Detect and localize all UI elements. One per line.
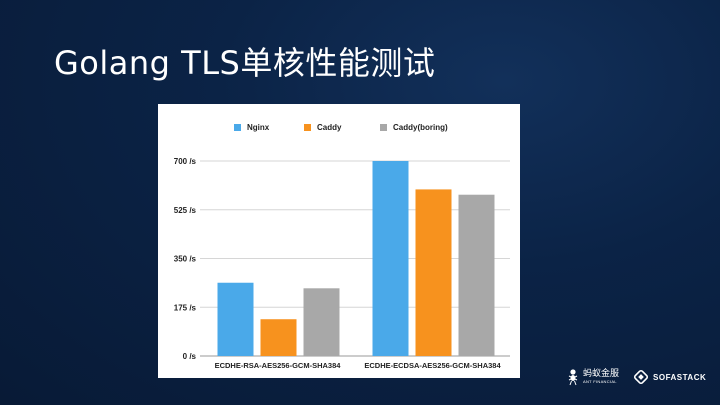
ant-icon (568, 369, 578, 386)
slide-title: Golang TLS单核性能测试 (54, 44, 436, 82)
bar (217, 282, 254, 356)
ant-logo-en: ANT FINANCIAL (583, 379, 617, 384)
legend-swatch (380, 124, 387, 131)
sofastack-text: SOFASTACK (653, 372, 707, 382)
legend-label: Caddy(boring) (393, 123, 448, 132)
bar (458, 194, 495, 356)
bar (303, 288, 340, 356)
bar (260, 319, 297, 356)
y-tick-label: 700 /s (174, 157, 197, 166)
y-tick-label: 175 /s (174, 303, 197, 312)
sofastack-logo: SOFASTACK (633, 369, 706, 385)
legend-swatch (304, 124, 311, 131)
chart-panel: 0 /s 175 /s 350 /s 525 /s 700 /s ECDHE-RSA-AE… (158, 104, 520, 378)
legend-label: Caddy (317, 123, 342, 132)
y-tick-label: 0 /s (183, 352, 197, 361)
footer-logos: 蚂蚁金服 ANT FINANCIAL SOFASTACK (566, 364, 706, 390)
bar (372, 161, 409, 356)
x-tick-label: ECDHE-RSA-AES256-GCM-SHA384 (215, 361, 342, 370)
ant-logo-cn: 蚂蚁金服 (583, 369, 620, 379)
legend-label: Nginx (247, 123, 270, 132)
sofastack-icon (633, 369, 649, 385)
ant-financial-logo: 蚂蚁金服 ANT FINANCIAL (566, 368, 619, 386)
legend-swatch (234, 124, 241, 131)
bar (415, 189, 452, 356)
y-tick-label: 525 /s (174, 206, 197, 215)
y-tick-label: 350 /s (174, 255, 197, 264)
bar-chart: 0 /s 175 /s 350 /s 525 /s 700 /s ECDHE-RSA-AE… (174, 123, 510, 370)
x-tick-label: ECDHE-ECDSA-AES256-GCM-SHA384 (364, 361, 501, 370)
